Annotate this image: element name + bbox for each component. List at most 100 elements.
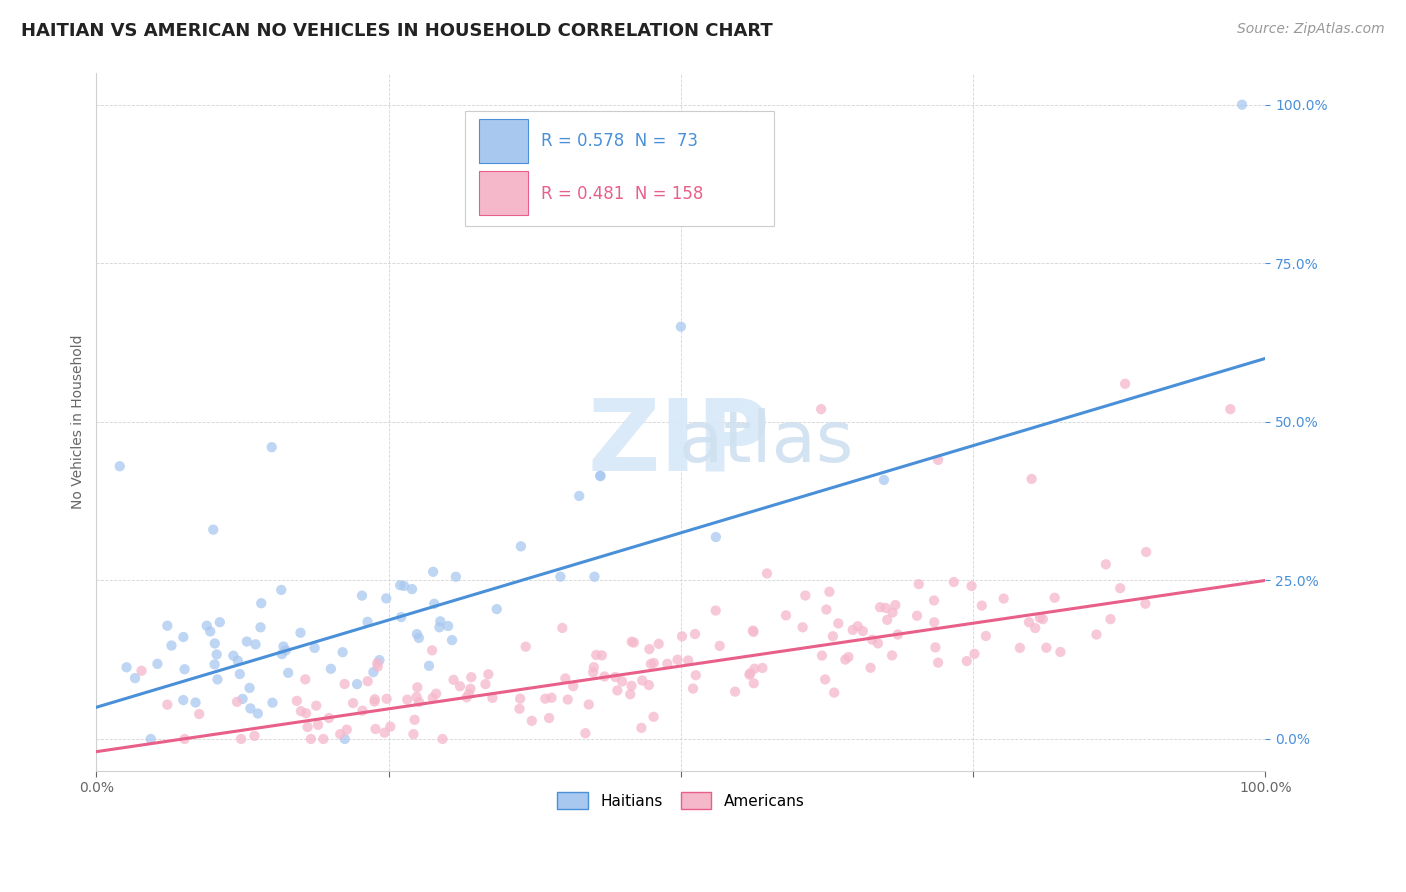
Point <box>184 696 207 710</box>
Point <box>709 639 731 653</box>
Point <box>610 674 633 689</box>
Point <box>922 615 945 630</box>
Point <box>392 579 415 593</box>
Point <box>172 630 194 644</box>
Point <box>356 615 378 629</box>
Point <box>108 459 131 474</box>
Point <box>346 677 368 691</box>
Point <box>568 489 591 503</box>
Point <box>449 679 471 693</box>
Point <box>619 687 641 701</box>
Point <box>509 691 531 706</box>
Point <box>366 656 388 670</box>
Point <box>375 691 398 706</box>
Point <box>811 648 834 663</box>
Point <box>741 624 763 638</box>
Point <box>458 687 481 701</box>
Point <box>905 608 928 623</box>
Point <box>250 596 273 610</box>
Text: ZIP: ZIP <box>588 394 770 491</box>
Point <box>640 657 662 671</box>
Point <box>907 577 929 591</box>
Point <box>852 624 875 638</box>
Point <box>792 620 814 634</box>
Point <box>942 575 965 590</box>
Point <box>578 698 600 712</box>
Point <box>859 661 882 675</box>
Point <box>605 670 627 684</box>
Point <box>643 656 665 670</box>
Point <box>304 640 326 655</box>
Point <box>367 659 389 673</box>
Point <box>422 565 444 579</box>
Point <box>277 665 299 680</box>
Point <box>1230 97 1253 112</box>
FancyBboxPatch shape <box>478 171 527 215</box>
Point <box>960 579 983 593</box>
Point <box>396 692 419 706</box>
Point <box>794 589 817 603</box>
Point <box>295 706 318 721</box>
Point <box>540 690 562 705</box>
Point <box>173 731 195 746</box>
Point <box>704 603 727 617</box>
Point <box>956 654 979 668</box>
Point <box>682 681 704 696</box>
Point <box>1135 545 1157 559</box>
Point <box>550 570 572 584</box>
Point <box>508 702 530 716</box>
Point <box>756 566 779 581</box>
Point <box>815 602 838 616</box>
Point <box>332 645 354 659</box>
Point <box>271 647 294 661</box>
Point <box>993 591 1015 606</box>
Point <box>927 453 949 467</box>
Point <box>846 619 869 633</box>
Point <box>876 613 898 627</box>
Point <box>243 729 266 743</box>
Point <box>620 679 643 693</box>
Point <box>389 578 412 592</box>
Point <box>821 629 844 643</box>
Point <box>406 627 429 641</box>
Point <box>156 618 179 632</box>
Point <box>115 660 138 674</box>
Point <box>880 648 903 663</box>
Point <box>974 629 997 643</box>
Point <box>1024 621 1046 635</box>
Point <box>319 662 342 676</box>
Point <box>305 698 328 713</box>
Point <box>260 440 283 454</box>
Point <box>285 694 308 708</box>
Point <box>290 704 312 718</box>
Point <box>647 637 669 651</box>
Point <box>418 658 440 673</box>
Point <box>1095 558 1118 572</box>
Point <box>477 667 499 681</box>
Text: atlas: atlas <box>588 409 853 477</box>
Text: R = 0.481  N = 158: R = 0.481 N = 158 <box>540 186 703 203</box>
Point <box>683 627 706 641</box>
Point <box>307 718 329 732</box>
Point <box>423 597 446 611</box>
Point <box>970 599 993 613</box>
Point <box>402 727 425 741</box>
Point <box>534 691 557 706</box>
Point <box>363 665 385 679</box>
Point <box>299 731 322 746</box>
Point <box>638 678 661 692</box>
Point <box>374 725 396 739</box>
Point <box>882 606 904 620</box>
Point <box>1109 581 1132 595</box>
Point <box>404 713 426 727</box>
Point <box>375 591 398 606</box>
Point <box>139 731 162 746</box>
Point <box>229 667 252 681</box>
Point <box>638 642 661 657</box>
Point <box>740 666 762 681</box>
Point <box>172 693 194 707</box>
Point <box>887 627 910 641</box>
Point <box>1018 615 1040 630</box>
Point <box>437 619 460 633</box>
Point <box>593 669 616 683</box>
